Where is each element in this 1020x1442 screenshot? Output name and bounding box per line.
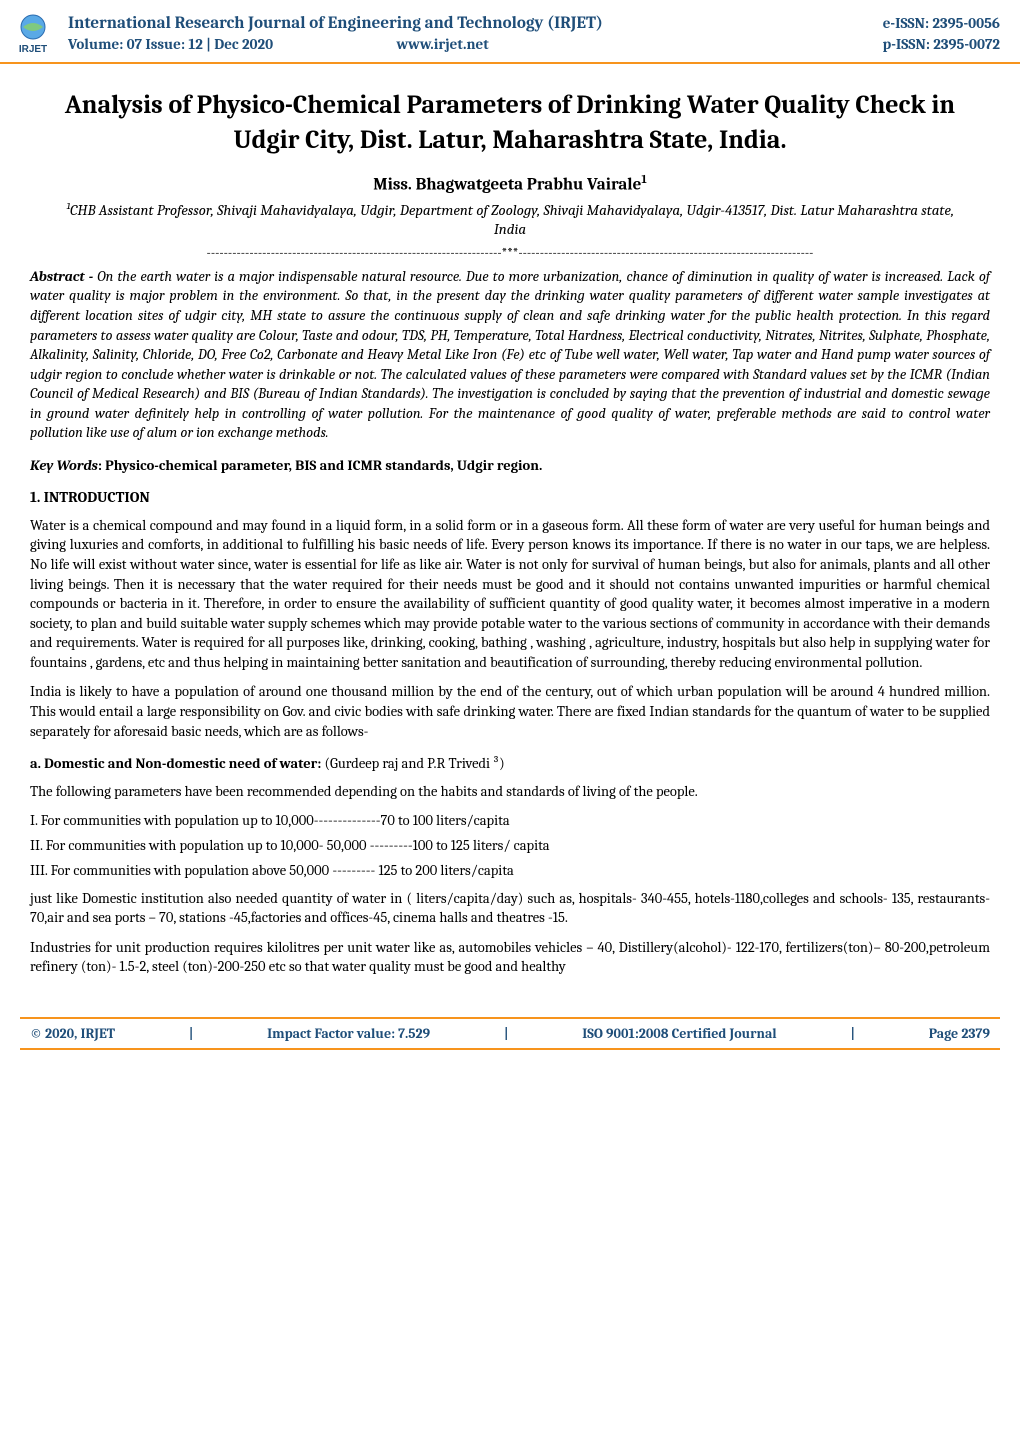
footer-copyright: © 2020, IRJET	[30, 1025, 115, 1042]
website: www.irjet.net	[396, 35, 488, 53]
keywords-text: : Physico-chemical parameter, BIS and IC…	[98, 457, 542, 474]
author-name: Miss. Bhagwatgeeta Prabhu Vairale	[373, 176, 641, 195]
subsection-a-label: a. Domestic and Non-domestic need of wat…	[30, 755, 324, 772]
journal-title: International Research Journal of Engine…	[68, 14, 603, 33]
footer-page: Page 2379	[929, 1025, 990, 1042]
header-text-block: International Research Journal of Engine…	[68, 14, 1000, 53]
journal-logo: IRJET	[8, 8, 58, 58]
logo-text: IRJET	[19, 44, 47, 55]
subsection-a: a. Domestic and Non-domestic need of wat…	[30, 755, 990, 772]
section-divider: ----------------------------------------…	[20, 246, 1000, 261]
e-issn: e-ISSN: 2395-0056	[883, 14, 1000, 32]
author-sup: 1	[641, 172, 646, 186]
journal-title-line: International Research Journal of Engine…	[68, 14, 1000, 33]
list-item-1: I. For communities with population up to…	[30, 812, 990, 829]
list-item-3: III. For communities with population abo…	[30, 862, 990, 879]
intro-paragraph-1: Water is a chemical compound and may fou…	[30, 516, 990, 673]
subsection-a-intro: The following parameters have been recom…	[30, 782, 990, 802]
page-footer: © 2020, IRJET | Impact Factor value: 7.5…	[20, 1017, 1000, 1050]
page-container: IRJET International Research Journal of …	[0, 0, 1020, 1050]
intro-paragraph-2: India is likely to have a population of …	[30, 682, 990, 741]
journal-header: IRJET International Research Journal of …	[0, 0, 1020, 64]
footer-impact: Impact Factor value: 7.529	[267, 1025, 430, 1042]
p-issn: p-ISSN: 2395-0072	[883, 35, 1000, 53]
footer-sep-2: |	[504, 1025, 508, 1042]
abstract-block: Abstract - On the earth water is a major…	[30, 267, 990, 443]
intro-heading: 1. INTRODUCTION	[30, 488, 990, 506]
institution-paragraph: just like Domestic institution also need…	[30, 889, 990, 928]
subsection-a-ref: (Gurdeep raj and P.R Trivedi ³)	[324, 755, 504, 772]
keywords-label: Key Words	[30, 457, 98, 474]
abstract-text: On the earth water is a major indispensa…	[30, 268, 990, 442]
footer-iso: ISO 9001:2008 Certified Journal	[582, 1025, 776, 1042]
footer-sep-1: |	[189, 1025, 193, 1042]
author-affiliation: ¹CHB Assistant Professor, Shivaji Mahavi…	[60, 201, 960, 240]
list-item-2: II. For communities with population up t…	[30, 837, 990, 854]
industries-paragraph: Industries for unit production requires …	[30, 938, 990, 977]
keywords-line: Key Words: Physico-chemical parameter, B…	[30, 457, 990, 474]
abstract-label: Abstract -	[30, 268, 97, 285]
volume-line: Volume: 07 Issue: 12 | Dec 2020 www.irje…	[68, 35, 1000, 53]
footer-sep-3: |	[850, 1025, 854, 1042]
article-title: Analysis of Physico-Chemical Parameters …	[40, 88, 980, 158]
author-line: Miss. Bhagwatgeeta Prabhu Vairale1	[0, 172, 1020, 195]
volume-issue: Volume: 07 Issue: 12 | Dec 2020	[68, 35, 273, 53]
